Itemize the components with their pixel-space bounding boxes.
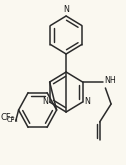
Text: CF₃: CF₃ (0, 114, 14, 122)
Text: N: N (84, 98, 90, 106)
Text: NH: NH (104, 77, 116, 85)
Text: N: N (42, 98, 48, 106)
Text: CF₃: CF₃ (6, 117, 18, 123)
Text: N: N (63, 5, 69, 14)
